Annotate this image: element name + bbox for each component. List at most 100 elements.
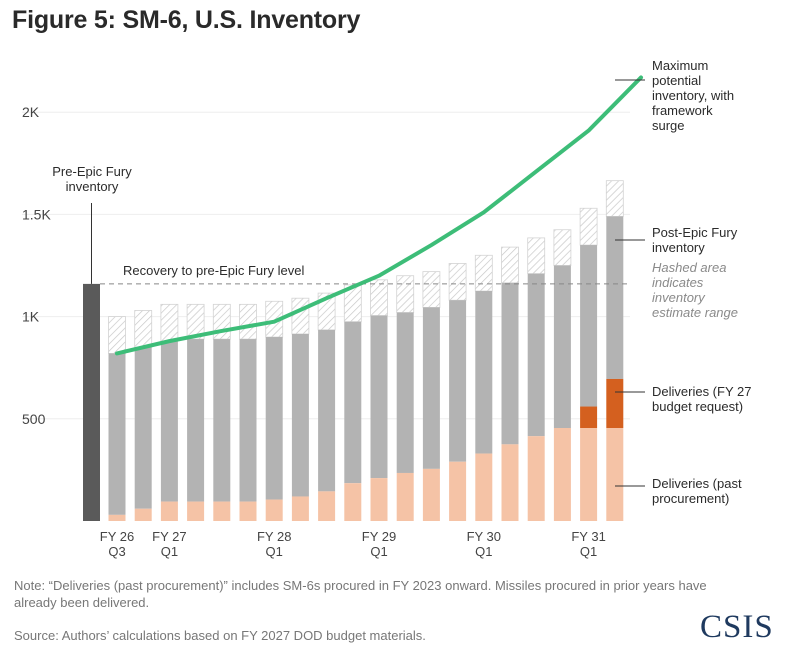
post-epic-inventory-bar [108,353,126,515]
hashed-range-bar [396,275,415,313]
x-tick-label: FY 26 [100,529,134,544]
hashed-range-bar [553,229,572,266]
hashed-range-bar [370,279,388,316]
legend-label-max-potential: surge [652,118,685,133]
deliveries-past-bar [213,501,231,521]
hashed-range-bar [501,246,519,284]
legend-label-max-potential: framework [652,103,713,118]
csis-logo: CSIS [700,609,774,645]
legend-label-deliveries-fy27: budget request) [652,399,743,414]
legend-label-max-potential: potential [652,73,701,88]
deliveries-past-bar [449,461,467,521]
bar-series [83,180,624,521]
legend-label-post-epic: inventory [652,240,705,255]
x-tick-label: Q3 [108,544,125,559]
max-potential-line-group [115,75,643,356]
post-epic-inventory-bar [134,347,152,509]
reference-line-label: Recovery to pre-Epic Fury level [123,263,304,278]
post-epic-inventory-bar [449,300,467,462]
hashed-range-bar [474,254,493,292]
post-epic-inventory-bar [213,339,231,502]
deliveries-past-bar [134,508,152,521]
legend-label-deliveries-past: procurement) [652,491,729,506]
post-epic-inventory-bar [239,339,257,502]
x-tick-label: FY 31 [571,529,605,544]
pre-epic-fury-bar [83,283,100,521]
x-tick-label: Q1 [475,544,492,559]
legend-label-hashed: indicates [652,275,704,290]
post-epic-inventory-bar [344,321,362,484]
hashed-range-bar [291,297,310,335]
hashed-range-bar [527,237,546,275]
x-tick-label: Q1 [370,544,387,559]
hashed-range-bar [422,271,441,308]
y-tick-label: 2K [22,104,40,120]
hashed-range-bar [239,303,257,340]
deliveries-past-bar [422,468,440,521]
post-epic-inventory-bar [396,312,414,473]
chart-title: Figure 5: SM-6, U.S. Inventory [12,6,361,34]
deliveries-past-bar [527,436,545,521]
deliveries-past-bar [370,478,388,521]
post-epic-inventory-bar [501,282,519,445]
x-tick-label: FY 28 [257,529,291,544]
sm6-inventory-chart: Recovery to pre-Epic Fury level Pre-Epic … [22,58,751,559]
x-tick-label: FY 30 [467,529,501,544]
deliveries-past-bar [396,472,414,521]
hashed-range-bar [186,303,205,340]
deliveries-past-bar [580,427,598,521]
legend-label-hashed: inventory [652,290,706,305]
legend-label-post-epic: Post-Epic Fury [652,225,738,240]
deliveries-past-bar [344,483,362,521]
legend-label-hashed: estimate range [652,305,738,320]
x-tick-label: Q1 [580,544,597,559]
post-epic-inventory-bar [370,315,388,479]
deliveries-past-bar [475,453,493,521]
hashed-range-bar [605,180,624,217]
hashed-range-bar [108,316,126,354]
deliveries-past-bar [501,444,519,521]
deliveries-past-bar [606,427,624,521]
post-epic-inventory-bar [422,307,440,469]
hashed-range-bar [160,303,179,342]
deliveries-past-bar [187,501,205,521]
post-epic-inventory-bar [606,216,624,379]
deliveries-past-bar [108,514,126,521]
x-tick-label: Q1 [266,544,283,559]
hashed-range-bar [134,310,153,348]
legend-label-hashed: Hashed area [652,260,726,275]
x-tick-label: FY 27 [152,529,186,544]
y-tick-label: 500 [22,411,46,427]
deliveries-past-bar [265,499,283,521]
post-epic-inventory-bar [291,333,309,497]
hashed-range-bar [579,207,598,246]
max-potential-line [115,75,643,356]
pre-epic-label: Pre-Epic Fury [52,164,132,179]
deliveries-fy27-bar [580,406,598,428]
x-tick-label: FY 29 [362,529,396,544]
deliveries-past-bar [160,501,178,521]
post-epic-inventory-bar [553,265,571,428]
post-epic-inventory-bar [527,273,545,437]
legend-label-max-potential: inventory, with [652,88,734,103]
legend-label-deliveries-fy27: Deliveries (FY 27 [652,384,751,399]
reference-line-group: Recovery to pre-Epic Fury level Pre-Epic … [52,164,630,285]
deliveries-fy27-bar [606,378,624,428]
y-tick-label: 1K [22,309,40,325]
post-epic-inventory-bar [475,291,493,454]
post-epic-inventory-bar [318,329,336,492]
deliveries-past-bar [553,427,571,521]
legend-label-max-potential: Maximum [652,58,708,73]
pre-epic-label: inventory [66,179,119,194]
x-tick-label: Q1 [161,544,178,559]
deliveries-past-bar [291,496,309,521]
chart-note: Note: “Deliveries (past procurement)” in… [14,578,707,610]
deliveries-past-bar [318,491,336,521]
y-tick-label: 1.5K [22,206,51,222]
post-epic-inventory-bar [265,337,283,500]
chart-source: Source: Authors’ calculations based on F… [14,628,426,643]
post-epic-inventory-bar [187,339,205,502]
legend-label-deliveries-past: Deliveries (past [652,476,742,491]
